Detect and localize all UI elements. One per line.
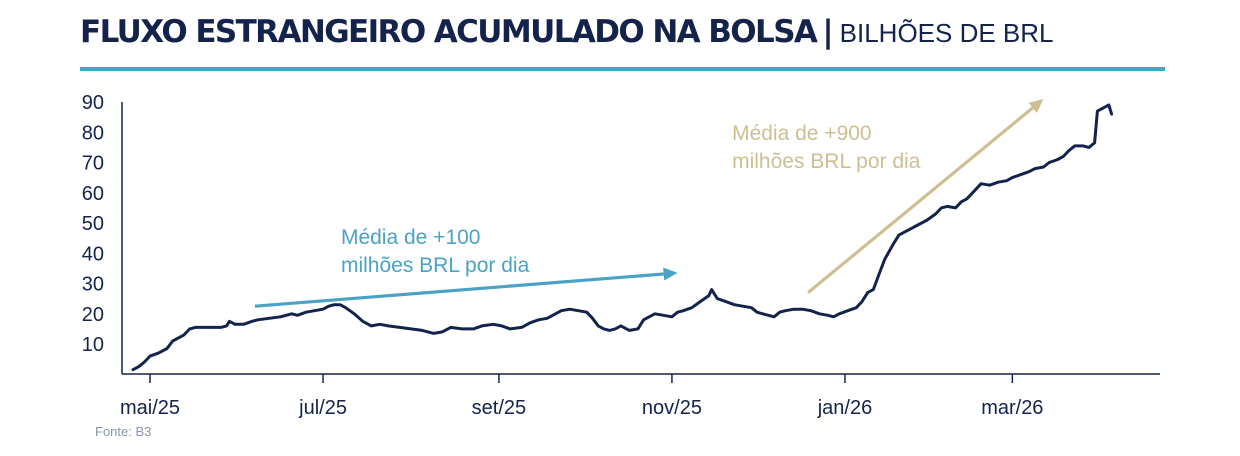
trend-arrow-2-head — [1028, 99, 1044, 113]
title-main-text: FLUXO ESTRANGEIRO ACUMULADO NA BOLSA — [80, 14, 818, 50]
title-separator: | — [822, 14, 834, 50]
y-tick-label: 30 — [82, 274, 104, 296]
x-tick-label: set/25 — [472, 397, 526, 419]
trend-arrow-2-shaft — [807, 106, 1034, 294]
series-line-fluxo — [131, 103, 1114, 372]
x-tick-label: nov/25 — [642, 397, 702, 419]
annotation-1-line2: milhões BRL por dia — [341, 254, 530, 277]
y-tick-label: 60 — [82, 183, 104, 205]
x-tick-label: jan/26 — [817, 397, 873, 419]
chart-title: FLUXO ESTRANGEIRO ACUMULADO NA BOLSA | BIL… — [80, 14, 1054, 50]
annotation-1-line1: Média de +100 — [341, 226, 481, 249]
x-tick-label: jul/25 — [298, 397, 347, 419]
title-subtitle: BILHÕES DE BRL — [839, 18, 1054, 48]
x-tick-label: mai/25 — [120, 397, 180, 419]
trend-arrow-1-head — [663, 267, 678, 281]
source-note: Fonte: B3 — [95, 424, 152, 439]
annotation-2-line1: Média de +900 — [732, 122, 872, 145]
x-tick-label: mar/26 — [981, 397, 1043, 419]
y-tick-label: 80 — [82, 122, 104, 144]
title-underline — [80, 67, 1165, 71]
y-tick-label: 40 — [82, 243, 104, 265]
y-tick-label: 90 — [82, 92, 104, 114]
trend-arrow-1-shaft — [254, 272, 664, 308]
y-tick-label: 70 — [82, 153, 104, 175]
annotation-2-line2: milhões BRL por dia — [732, 150, 921, 173]
y-tick-label: 20 — [82, 304, 104, 326]
y-tick-label: 50 — [82, 213, 104, 235]
y-tick-label: 10 — [82, 334, 104, 356]
